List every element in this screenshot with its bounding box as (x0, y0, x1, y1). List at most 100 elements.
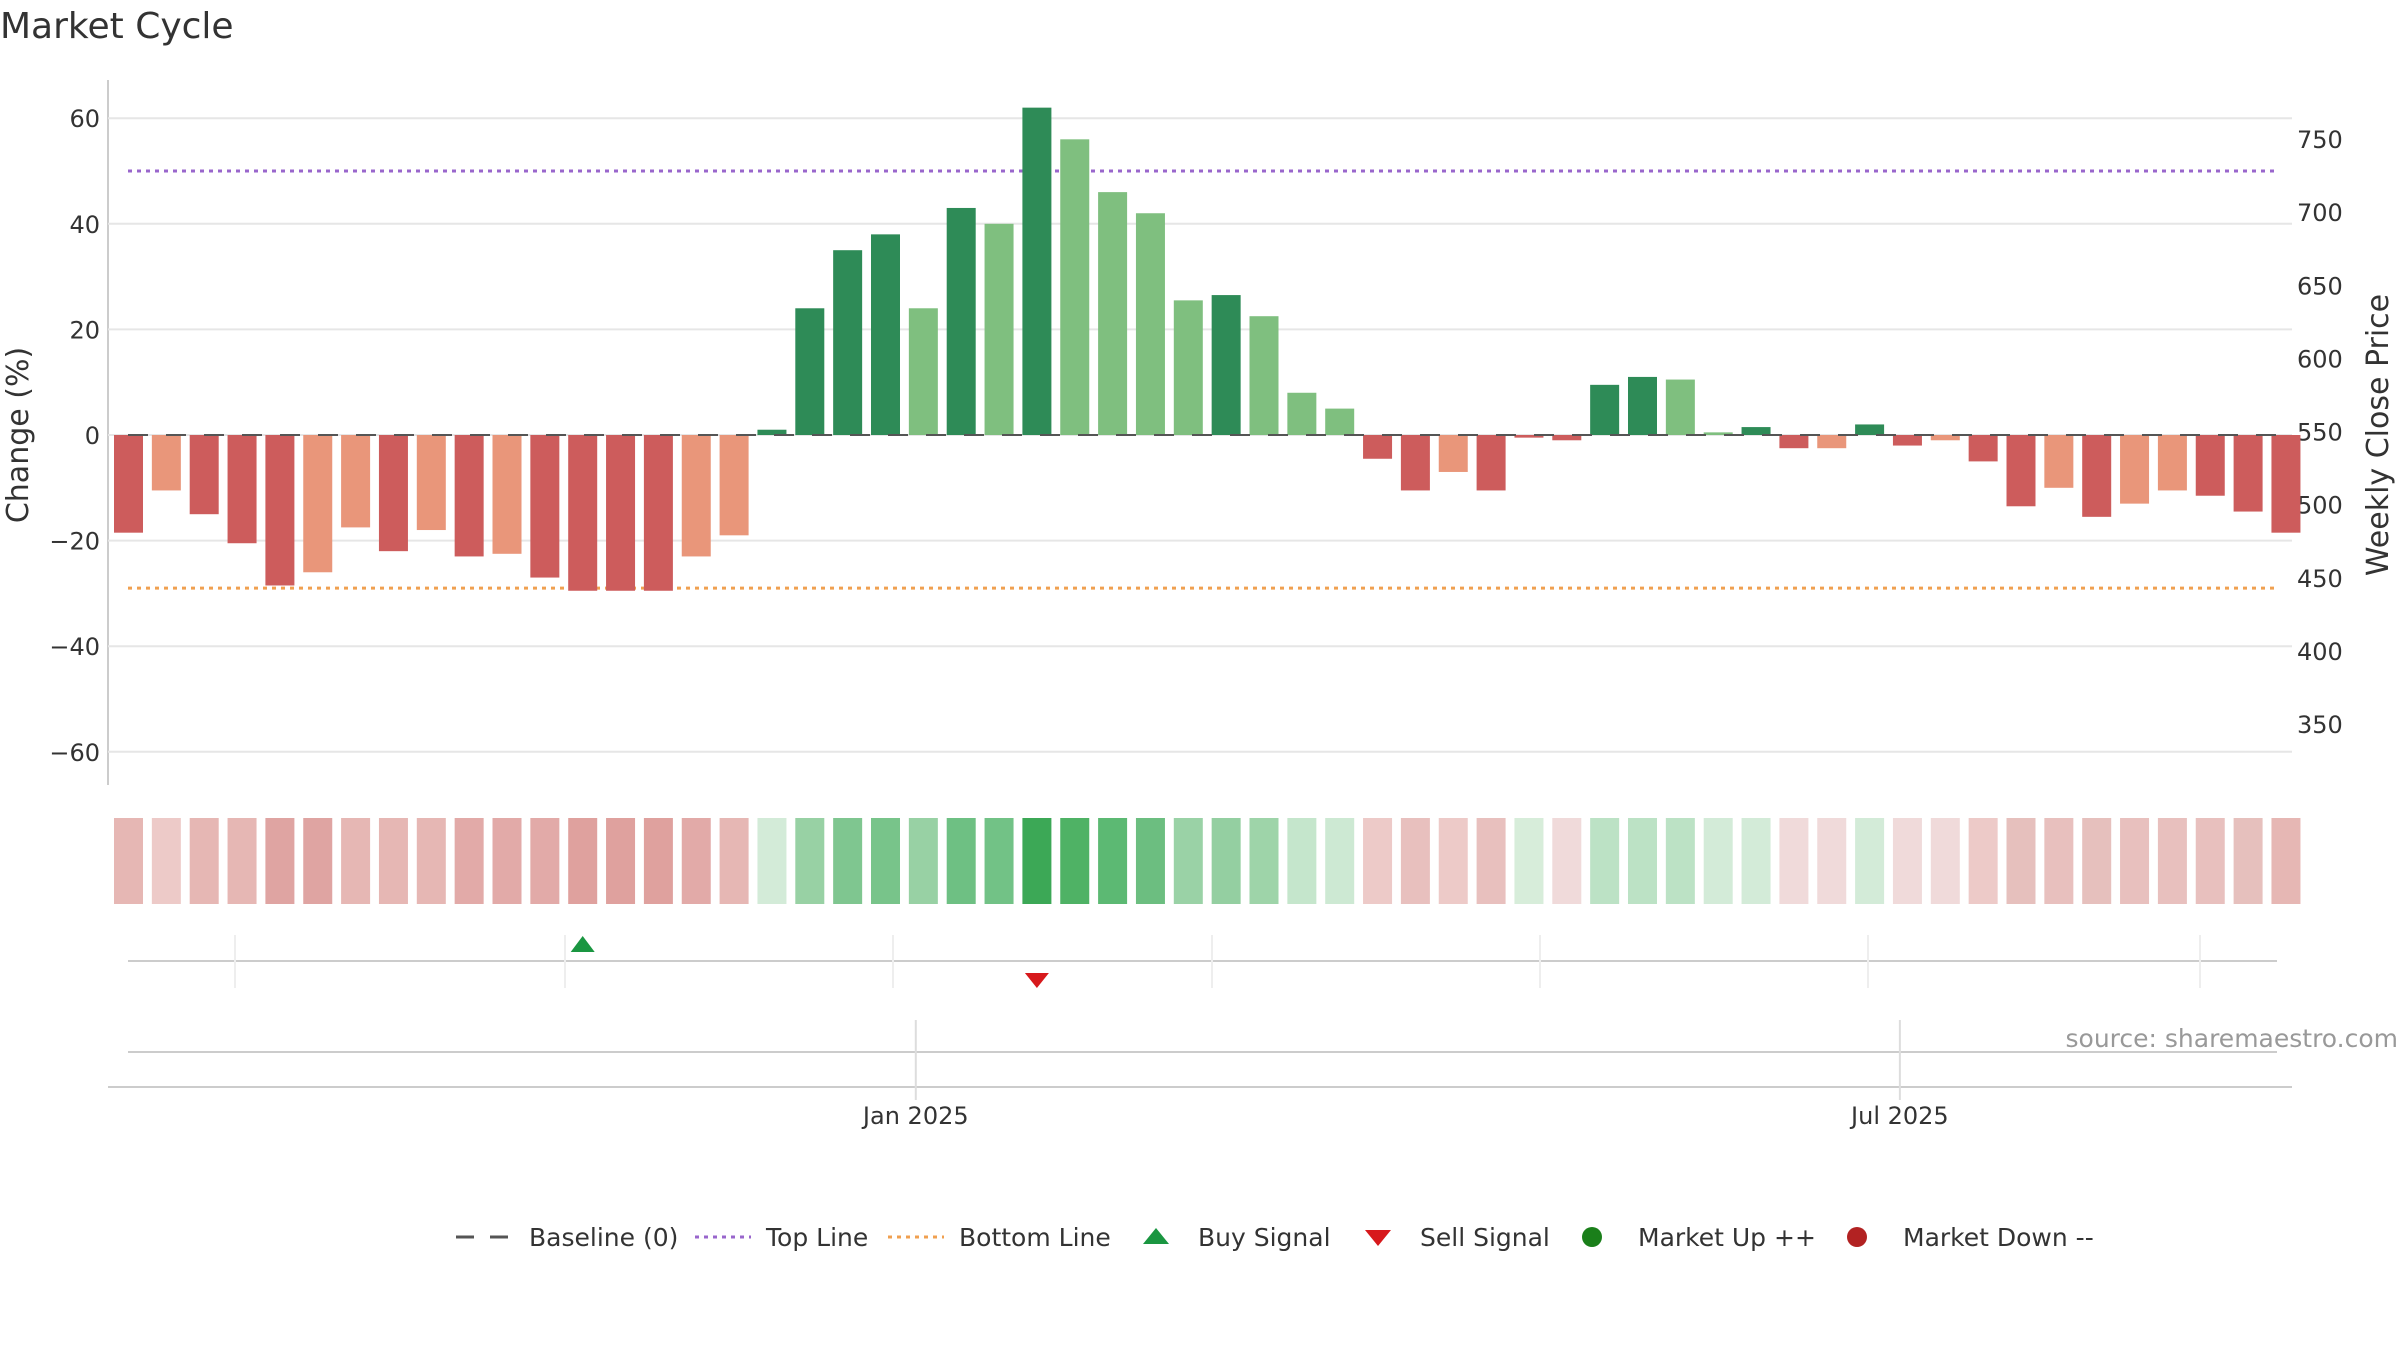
heat-strip-cell (2271, 818, 2301, 904)
heat-strip-cell (1590, 818, 1620, 904)
bar (1741, 427, 1771, 435)
heat-strip-cell (1514, 818, 1544, 904)
bar (984, 223, 1014, 435)
heat-strip-cell (1098, 818, 1128, 904)
legend-label: Bottom Line (959, 1223, 1111, 1252)
bar (341, 435, 371, 528)
heat-strip-cell (303, 818, 333, 904)
bar (2044, 435, 2074, 488)
bar (454, 435, 484, 557)
heat-strip-cell (1665, 818, 1695, 904)
heat-strip-cell (1438, 818, 1468, 904)
heat-strip-cell (719, 818, 749, 904)
bar (2157, 435, 2187, 491)
heat-strip-cell (1476, 818, 1506, 904)
y-tick-label: −40 (49, 633, 100, 661)
bar (1400, 435, 1430, 491)
heat-strip-cell (341, 818, 371, 904)
heat-strip-cell (1211, 818, 1241, 904)
heat-strip-cell (757, 818, 787, 904)
heat-strip-cell (1703, 818, 1733, 904)
legend-sell-triangle-icon (1365, 1230, 1391, 1246)
heat-strip-cell (1363, 818, 1393, 904)
bar (1590, 384, 1620, 435)
y-tick-label: 40 (69, 211, 100, 239)
heat-strip-cell (1741, 818, 1771, 904)
heat-strip-cell (1930, 818, 1960, 904)
heat-strip-cell (378, 818, 408, 904)
x-tick-label: Jan 2025 (861, 1102, 969, 1130)
y-tick-label: 0 (85, 422, 100, 450)
bar (2195, 435, 2225, 496)
legend-label: Market Up ++ (1638, 1223, 1816, 1252)
heat-strip-cell (795, 818, 825, 904)
heat-strip-cell (492, 818, 522, 904)
buy-signal-marker (570, 936, 595, 952)
legend: Baseline (0) Top Line Bottom Line Buy Signa… (456, 1223, 2094, 1252)
heat-strip-cell (1135, 818, 1165, 904)
bar (2271, 435, 2301, 533)
bar (1022, 107, 1052, 435)
heat-strip-cell (2120, 818, 2150, 904)
bar (2120, 435, 2150, 504)
bar (492, 435, 522, 554)
heat-strip-cell (681, 818, 711, 904)
bar (1363, 435, 1393, 459)
heat-strip-cell (1968, 818, 1998, 904)
bar (1628, 376, 1657, 435)
x-tick-label: Jul 2025 (1849, 1102, 1949, 1130)
bar (568, 435, 598, 591)
heat-strip-cell (2157, 818, 2187, 904)
bar (189, 435, 219, 515)
bar (1287, 392, 1317, 435)
y2-tick-label: 700 (2297, 199, 2343, 227)
bar (2233, 435, 2263, 512)
bar (1703, 432, 1733, 435)
heat-strip-cell (1817, 818, 1847, 904)
y-tick-label: 20 (69, 316, 100, 344)
bar (151, 435, 181, 491)
bar (1098, 192, 1128, 435)
bar (2082, 435, 2112, 517)
heat-strip-cell (984, 818, 1014, 904)
bar (1552, 435, 1582, 441)
heat-strip-cell (643, 818, 673, 904)
legend-label: Baseline (0) (529, 1223, 678, 1252)
heat-strip-cell (833, 818, 863, 904)
heat-strip-cell (114, 818, 143, 904)
bar (833, 250, 863, 435)
heat-strip-cell (871, 818, 900, 904)
bar (378, 435, 408, 552)
bar (265, 435, 295, 586)
bar (1211, 295, 1241, 435)
heat-strip-cell (2006, 818, 2036, 904)
bar (114, 435, 143, 533)
y2-tick-label: 500 (2297, 492, 2343, 520)
y-tick-label: 60 (69, 105, 100, 133)
heat-strip-cell (2233, 818, 2263, 904)
bar (1779, 435, 1809, 449)
y2-tick-label: 600 (2297, 345, 2343, 373)
bar (1173, 300, 1203, 435)
heat-strip-cell (1173, 818, 1203, 904)
bar (719, 435, 749, 536)
bar (1135, 213, 1165, 435)
bar (1476, 435, 1506, 491)
y2-tick-label: 750 (2297, 126, 2343, 154)
bar (1817, 435, 1847, 449)
bar (1930, 435, 1960, 441)
bar (1325, 408, 1355, 435)
legend-market-up-circle-icon (1582, 1227, 1602, 1247)
bar (530, 435, 560, 578)
heat-strip-cell (1628, 818, 1657, 904)
bar (2006, 435, 2036, 507)
y2-axis-label: Weekly Close Price (2361, 294, 2396, 576)
y2-tick-label: 400 (2297, 638, 2343, 666)
heat-strip-cell (1325, 818, 1355, 904)
y-axis-label: Change (%) (1, 347, 36, 523)
chart-title: Market Cycle (0, 6, 234, 47)
heat-strip-cell (1249, 818, 1279, 904)
heat-strip-cell (227, 818, 257, 904)
